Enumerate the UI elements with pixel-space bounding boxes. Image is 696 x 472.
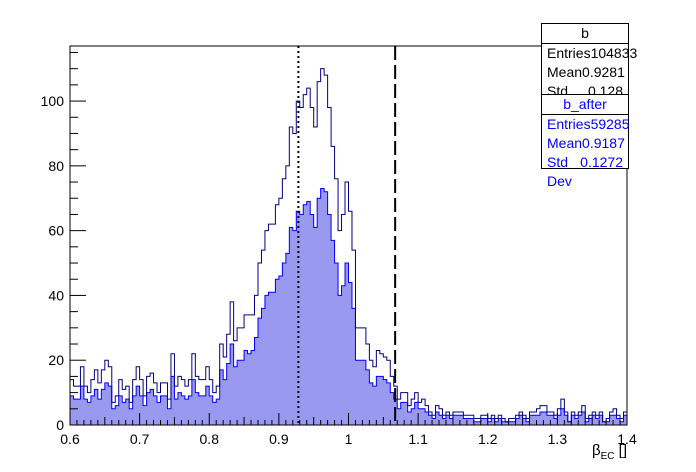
vertical-lines-layer [297,46,397,425]
series-b-line [69,68,627,425]
stats-mean-label: Mean [547,64,583,80]
x-tick-label: 0.6 [60,431,80,447]
series-layer [69,68,628,426]
stats-entries-label: Entries [547,116,591,132]
stats-std-value: 0.1272 [580,154,623,170]
stats-entries-label: Entries [547,45,591,61]
stats-mean-row: Mean 0.9187 [542,134,628,153]
stats-std-label: Std Dev [547,154,572,189]
x-tick-label: 0.9 [269,431,289,447]
y-tick-label: 100 [41,93,65,109]
y-tick-label: 80 [48,158,64,174]
x-tick-label: 1.4 [617,431,637,447]
x-tick-label: 0.7 [130,431,150,447]
stats-entries-row: Entries 59285 [542,115,630,134]
stats-std-row: Std Dev 0.1272 [542,153,628,189]
x-tick-label: 1.2 [478,431,498,447]
y-tick-label: 20 [48,352,64,368]
x-tick-label: 1.3 [548,431,568,447]
stats-entries-value: 104833 [590,45,638,61]
stats-mean-value: 0.9281 [582,64,625,80]
x-axis-label: βEC [] [592,442,627,462]
stats-title: b [542,24,628,44]
stats-entries-value: 59285 [590,116,630,132]
axes-layer: 0 20 40 60 80 100 0.6 0.7 0.8 0.9 1 1.1 1.2 1.3 1.4 [41,51,637,447]
stats-mean-label: Mean [547,135,583,151]
stats-entries-row: Entries 104833 [542,44,637,63]
x-tick-label: 1 [345,431,353,447]
x-tick-label: 1.1 [408,431,428,447]
x-tick-label: 0.8 [200,431,220,447]
stats-mean-row: Mean 0.9281 [542,63,628,82]
series-b_after-fill [69,188,628,426]
y-tick-label: 0 [56,417,64,433]
y-tick-label: 40 [48,287,64,303]
stats-box-b-after: b_after Entries 59285 Mean 0.9187 Std De… [541,94,630,189]
stats-title: b_after [542,95,628,115]
stats-mean-value: 0.9187 [582,135,625,151]
stats-box-b: b Entries 104833 Mean 0.9281 Std Dev 0.1… [541,23,637,118]
y-tick-label: 60 [48,223,64,239]
